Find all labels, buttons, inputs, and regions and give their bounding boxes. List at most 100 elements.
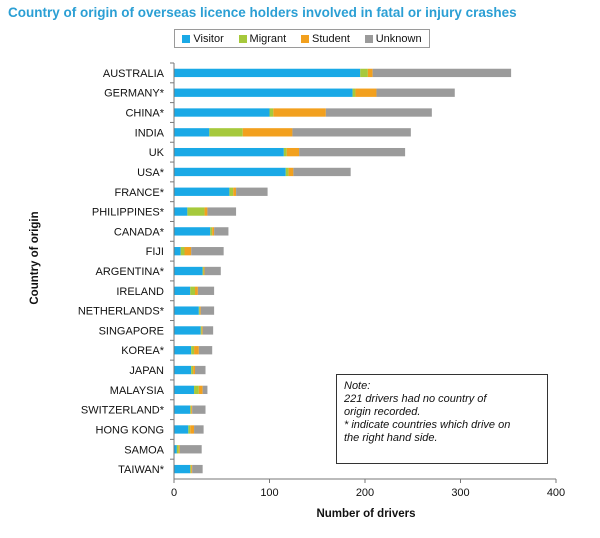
category-label-ireland: IRELAND (116, 286, 164, 298)
bar-fiji-unknown (191, 247, 224, 256)
bar-india-migrant (209, 128, 243, 137)
note-line-1: 221 drivers had no country of (344, 393, 487, 405)
bar-netherlands-visitor (174, 306, 199, 315)
category-label-france: FRANCE* (114, 187, 164, 199)
bar-canada-student (212, 227, 215, 236)
bar-france-student (233, 187, 237, 196)
bar-usa-unknown (293, 167, 351, 177)
bar-fiji-migrant (180, 247, 185, 256)
bar-usa-migrant (285, 167, 289, 177)
category-label-taiwan: TAIWAN* (118, 464, 165, 476)
bar-malaysia-unknown (202, 385, 208, 395)
x-tick-label-0: 0 (171, 487, 177, 499)
note-line-2: origin recorded. (344, 406, 421, 418)
x-tick-label-200: 200 (356, 487, 374, 499)
note-heading: Note: (344, 380, 371, 392)
bar-taiwan-unknown (192, 464, 203, 474)
bar-japan-unknown (195, 365, 206, 375)
bar-uk-unknown (299, 147, 406, 157)
bar-switzerland-visitor (174, 405, 191, 414)
x-tick-label-100: 100 (260, 487, 278, 499)
chart-legend: Visitor Migrant Student Unknown (174, 29, 430, 48)
bar-philippines-visitor (174, 207, 188, 216)
bar-uk-student (286, 147, 300, 157)
bar-canada-unknown (214, 227, 229, 236)
legend-swatch-migrant (238, 34, 247, 43)
y-axis-title: Country of origin (29, 211, 41, 304)
category-label-singapore: SINGAPORE (99, 325, 164, 337)
legend-item-migrant: Migrant (238, 33, 286, 45)
bar-taiwan-migrant (190, 464, 192, 474)
bar-canada-migrant (210, 227, 213, 236)
bar-china-visitor (174, 108, 270, 117)
bar-singapore-unknown (202, 326, 214, 335)
bar-ireland-student (195, 286, 198, 295)
bar-singapore-migrant (200, 326, 202, 335)
bar-philippines-migrant (187, 207, 205, 216)
bar-taiwan-visitor (174, 464, 191, 474)
bar-samoa-visitor (174, 445, 177, 454)
category-label-fiji: FIJI (146, 246, 164, 258)
bar-canada-visitor (174, 227, 211, 236)
bar-australia-visitor (174, 68, 361, 78)
category-label-switzerland: SWITZERLAND* (81, 405, 165, 417)
bar-philippines-unknown (207, 207, 237, 216)
chart-title: Country of origin of overseas licence ho… (8, 5, 517, 20)
category-label-argentina: ARGENTINA* (96, 266, 165, 278)
bar-philippines-student (204, 207, 208, 216)
x-tick-label-300: 300 (451, 487, 469, 499)
bar-usa-student (288, 167, 294, 177)
category-label-malaysia: MALAYSIA (110, 385, 165, 397)
category-label-netherlands: NETHERLANDS* (78, 306, 165, 318)
note-line-4: the right hand side. (344, 432, 438, 444)
bar-switzerland-unknown (192, 405, 206, 414)
category-label-korea: KOREA* (121, 345, 165, 357)
category-label-india: INDIA (135, 127, 165, 139)
bar-netherlands-unknown (200, 306, 215, 315)
bar-hong-kong-visitor (174, 425, 189, 434)
category-label-germany: GERMANY* (104, 88, 165, 100)
bar-germany-migrant (352, 88, 356, 97)
category-label-canada: CANADA* (114, 226, 165, 238)
bar-switzerland-migrant (190, 405, 192, 414)
bar-samoa-unknown (179, 445, 202, 454)
note-box: Note: 221 drivers had no country of orig… (336, 374, 548, 464)
category-label-australia: AUSTRALIA (103, 68, 165, 80)
bar-china-migrant (269, 108, 274, 117)
category-label-uk: UK (149, 147, 165, 159)
bar-france-migrant (229, 187, 234, 196)
bar-uk-visitor (174, 147, 284, 157)
bar-korea-migrant (191, 346, 195, 355)
category-label-philippines: PHILIPPINES* (92, 207, 165, 219)
bar-india-visitor (174, 128, 210, 137)
legend-item-student: Student (301, 33, 350, 45)
x-tick-label-400: 400 (547, 487, 565, 499)
bar-australia-student (367, 68, 373, 78)
bar-argentina-unknown (204, 266, 221, 276)
bar-taiwan-student (191, 464, 193, 474)
legend-item-unknown: Unknown (364, 33, 422, 45)
bar-australia-unknown (372, 68, 512, 78)
bar-ireland-unknown (197, 286, 215, 295)
legend-label-student: Student (312, 32, 350, 45)
bar-netherlands-student (199, 306, 201, 315)
bar-samoa-student (178, 445, 180, 454)
category-label-usa: USA* (137, 167, 165, 179)
bar-malaysia-visitor (174, 385, 195, 395)
bar-ireland-visitor (174, 286, 191, 295)
bar-india-student (242, 128, 293, 137)
bar-switzerland-student (191, 405, 193, 414)
bar-malaysia-student (198, 385, 203, 395)
bar-singapore-visitor (174, 326, 201, 335)
category-label-china: CHINA* (125, 108, 164, 120)
bar-japan-migrant (191, 365, 194, 375)
bar-india-unknown (292, 128, 411, 137)
bar-samoa-migrant (176, 445, 179, 454)
legend-label-visitor: Visitor (193, 32, 224, 45)
category-label-hong-kong: HONG KONG (96, 424, 164, 436)
note-line-3: * indicate countries which drive on (344, 419, 511, 431)
bar-japan-visitor (174, 365, 192, 375)
bar-singapore-student (201, 326, 203, 335)
legend-item-visitor: Visitor (182, 32, 224, 45)
